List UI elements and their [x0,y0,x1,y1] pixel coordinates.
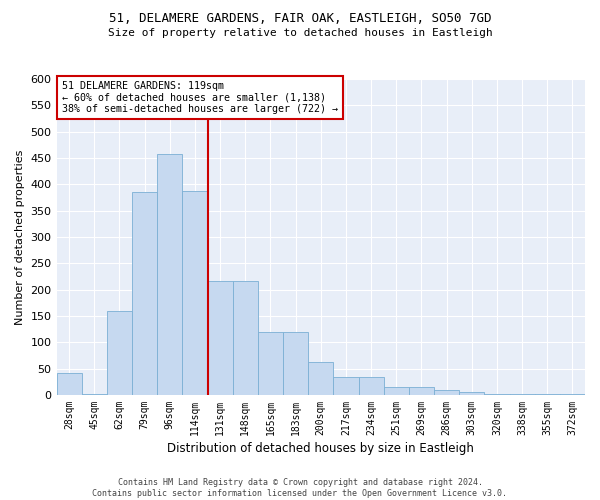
Bar [82,394,107,395]
Bar [132,192,157,395]
Text: 51 DELAMERE GARDENS: 119sqm
← 60% of detached houses are smaller (1,138)
38% of : 51 DELAMERE GARDENS: 119sqm ← 60% of det… [62,80,338,114]
Bar [383,387,409,395]
Text: Contains HM Land Registry data © Crown copyright and database right 2024.
Contai: Contains HM Land Registry data © Crown c… [92,478,508,498]
Y-axis label: Number of detached properties: Number of detached properties [15,150,25,324]
Bar [182,191,208,395]
X-axis label: Distribution of detached houses by size in Eastleigh: Distribution of detached houses by size … [167,442,474,455]
Bar [535,394,560,395]
Bar [359,376,383,395]
Bar [208,280,233,395]
Bar [459,392,484,395]
Bar [560,394,585,395]
Bar [56,373,82,395]
Bar [283,332,308,395]
Bar [308,362,334,395]
Text: Size of property relative to detached houses in Eastleigh: Size of property relative to detached ho… [107,28,493,38]
Bar [258,332,283,395]
Bar [434,390,459,395]
Bar [107,310,132,395]
Bar [334,376,359,395]
Text: 51, DELAMERE GARDENS, FAIR OAK, EASTLEIGH, SO50 7GD: 51, DELAMERE GARDENS, FAIR OAK, EASTLEIG… [109,12,491,26]
Bar [484,394,509,395]
Bar [409,387,434,395]
Bar [157,154,182,395]
Bar [509,394,535,395]
Bar [233,280,258,395]
